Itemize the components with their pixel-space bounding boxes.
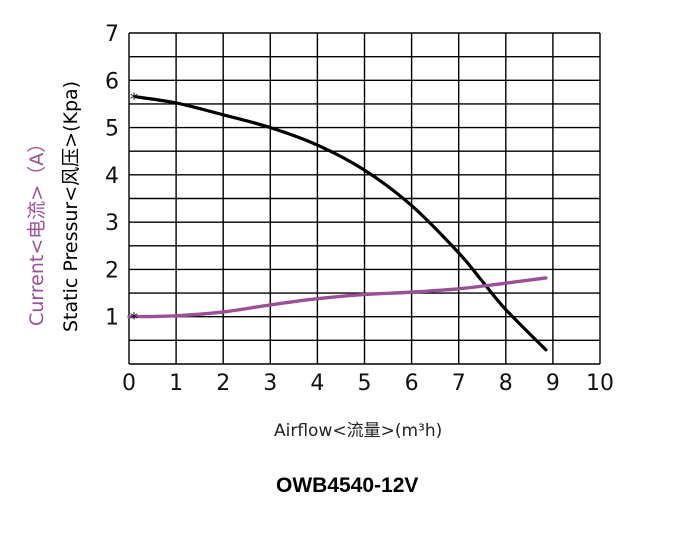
chart-title: OWB4540-12V (276, 474, 419, 497)
y-tick-label: 4 (105, 164, 119, 189)
x-tick-label: 7 (452, 371, 466, 396)
x-tick-label: 4 (310, 371, 324, 396)
y-axis-label-current: Current<电流>（A） (26, 133, 48, 326)
asterisk-marker-icon: * (130, 89, 138, 108)
y-tick-label: 7 (105, 22, 119, 47)
x-tick-label: 3 (263, 371, 277, 396)
current-curve (127, 276, 548, 319)
x-tick-label: 6 (405, 371, 419, 396)
x-tick-label: 10 (586, 371, 614, 396)
asterisk-marker-icon: * (130, 309, 138, 328)
x-tick-label: 2 (216, 371, 230, 396)
x-tick-label: 5 (358, 371, 372, 396)
y-axis-label-pressure: Static Pressur<风压>(Kpa) (60, 80, 82, 332)
x-tick-label: 1 (169, 371, 183, 396)
pressure-curve (134, 95, 548, 352)
y-tick-label: 3 (105, 211, 119, 236)
y-tick-label: 1 (105, 306, 119, 331)
x-tick-label: 8 (499, 371, 513, 396)
plot-grid (128, 32, 601, 365)
y-axis-ticks: 1 2 3 4 5 6 7 (105, 22, 119, 331)
x-axis-ticks: 0 1 2 3 4 5 6 7 8 9 10 (122, 371, 614, 396)
x-tick-label: 0 (122, 371, 136, 396)
y-tick-label: 5 (105, 117, 119, 142)
y-tick-label: 2 (105, 258, 119, 283)
data-lines: ** (127, 89, 548, 352)
x-tick-label: 9 (546, 371, 560, 396)
y-tick-label: 6 (105, 69, 119, 94)
x-axis-label: Airflow<流量>(m³h) (274, 421, 443, 441)
